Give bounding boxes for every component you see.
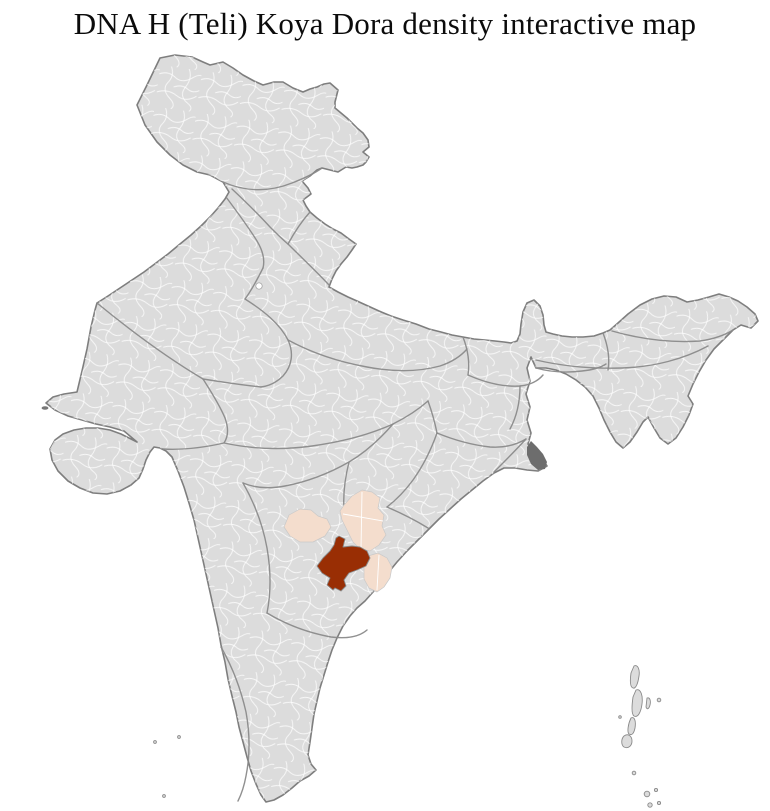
- low-density-district-cluster-north[interactable]: [339, 489, 387, 552]
- kutch-islet: [41, 406, 49, 410]
- lakshadweep-islands[interactable]: [153, 735, 181, 798]
- district-split-line: [342, 491, 384, 550]
- island: [621, 734, 633, 749]
- state-border-line: [222, 167, 323, 191]
- state-border-line: [462, 336, 470, 376]
- island: [656, 697, 662, 703]
- state-border-line: [266, 612, 368, 639]
- state-border-line: [287, 339, 468, 372]
- state-border-line: [287, 211, 311, 245]
- state-border-line: [535, 363, 607, 373]
- island: [631, 770, 637, 776]
- state-border-line: [427, 400, 438, 434]
- island: [177, 735, 181, 739]
- island: [618, 715, 622, 719]
- page-title: DNA H (Teli) Koya Dora density interacti…: [73, 6, 697, 41]
- island: [629, 665, 640, 689]
- state-border-line: [96, 302, 262, 388]
- island: [153, 740, 157, 744]
- island: [647, 802, 653, 808]
- state-border-line: [225, 196, 265, 269]
- state-border-line: [231, 188, 289, 245]
- district-split-line: [376, 554, 380, 591]
- india-landmass[interactable]: [45, 54, 759, 803]
- island: [627, 717, 636, 736]
- state-borders: [96, 167, 734, 802]
- state-border-line: [535, 345, 709, 369]
- state-border-line: [220, 646, 250, 802]
- delhi-enclave: [255, 282, 263, 290]
- state-border-line: [386, 432, 438, 508]
- india-outline[interactable]: [45, 54, 759, 803]
- state-border-line: [242, 482, 271, 614]
- island: [162, 794, 166, 798]
- state-border-line: [493, 438, 527, 473]
- state-border-line: [386, 506, 429, 529]
- island: [645, 697, 651, 710]
- state-border-line: [602, 332, 610, 371]
- state-border-line: [244, 267, 264, 300]
- state-border-line: [162, 378, 229, 450]
- low-density-district-west[interactable]: [283, 508, 332, 543]
- island: [643, 790, 651, 798]
- state-border-line: [611, 329, 734, 343]
- state-border-line: [223, 400, 429, 450]
- island: [631, 689, 643, 717]
- state-border-line: [287, 243, 330, 286]
- state-border-line: [244, 298, 293, 388]
- island: [656, 800, 662, 806]
- state-border-line: [436, 432, 527, 448]
- andaman-nicobar-islands[interactable]: [618, 665, 662, 808]
- state-border-line: [242, 423, 394, 489]
- state-border-line: [509, 385, 521, 430]
- island: [653, 787, 659, 793]
- sundarbans-dark-patch: [527, 441, 547, 470]
- highlight-districts: [283, 489, 393, 593]
- highest-density-district[interactable]: [316, 535, 371, 592]
